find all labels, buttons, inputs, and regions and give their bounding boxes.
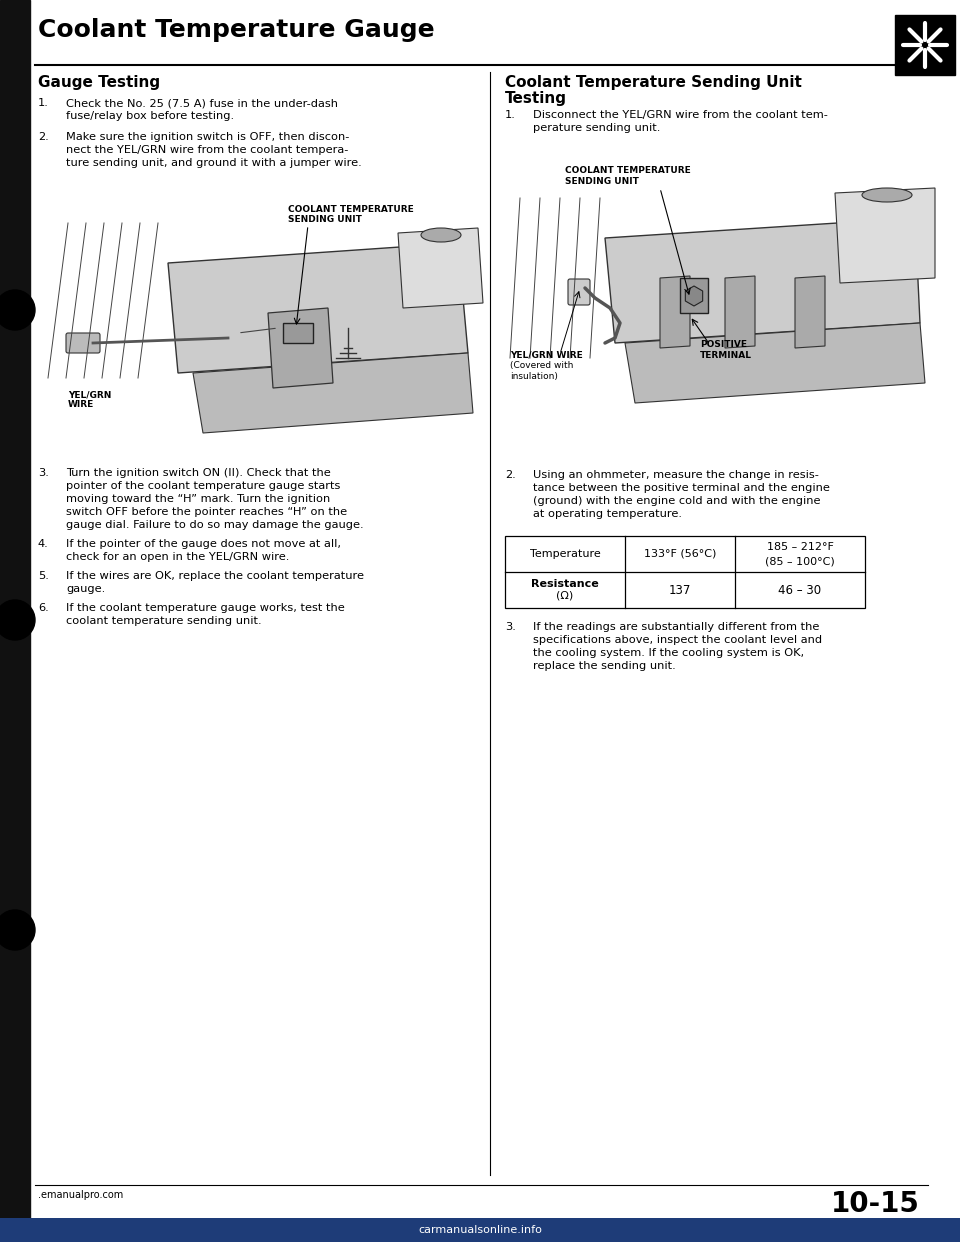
Text: 5.: 5. (38, 571, 49, 581)
Text: SENDING UNIT: SENDING UNIT (565, 178, 638, 186)
Text: 1.: 1. (38, 98, 49, 108)
Text: If the pointer of the gauge does not move at all,: If the pointer of the gauge does not mov… (66, 539, 341, 549)
Text: moving toward the “H” mark. Turn the ignition: moving toward the “H” mark. Turn the ign… (66, 494, 330, 504)
Bar (283, 323, 313, 343)
Text: coolant temperature sending unit.: coolant temperature sending unit. (66, 616, 262, 626)
Bar (38, 183, 480, 458)
Polygon shape (795, 276, 825, 348)
Text: fuse/relay box before testing.: fuse/relay box before testing. (66, 111, 234, 120)
Text: nect the YEL/GRN wire from the coolant tempera-: nect the YEL/GRN wire from the coolant t… (66, 145, 348, 155)
Text: 137: 137 (669, 584, 691, 596)
Text: TERMINAL: TERMINAL (700, 351, 752, 360)
Text: Gauge Testing: Gauge Testing (38, 75, 160, 89)
Text: If the readings are substantially different from the: If the readings are substantially differ… (533, 622, 820, 632)
Bar (0, 1218, 960, 1242)
Text: replace the sending unit.: replace the sending unit. (533, 661, 676, 671)
Text: 3.: 3. (38, 468, 49, 478)
Text: Resistance: Resistance (531, 579, 599, 589)
Polygon shape (193, 353, 473, 433)
Bar (680, 278, 708, 313)
Text: POSITIVE: POSITIVE (700, 340, 747, 349)
Bar (0, 0, 30, 1242)
Text: WIRE: WIRE (68, 400, 94, 409)
Text: Coolant Temperature Gauge: Coolant Temperature Gauge (38, 17, 435, 42)
Text: YEL/GRN WIRE: YEL/GRN WIRE (510, 350, 583, 359)
Text: YEL/GRN: YEL/GRN (68, 390, 111, 399)
Text: 46 – 30: 46 – 30 (779, 584, 822, 596)
Text: 10-15: 10-15 (831, 1190, 920, 1218)
Polygon shape (725, 276, 755, 348)
Text: Coolant Temperature Sending Unit: Coolant Temperature Sending Unit (505, 75, 802, 89)
Polygon shape (835, 188, 935, 283)
Circle shape (0, 289, 35, 330)
Text: 6.: 6. (38, 604, 49, 614)
Text: insulation): insulation) (510, 373, 558, 381)
FancyBboxPatch shape (66, 333, 100, 353)
Text: If the wires are OK, replace the coolant temperature: If the wires are OK, replace the coolant… (66, 571, 364, 581)
Text: switch OFF before the pointer reaches “H” on the: switch OFF before the pointer reaches “H… (66, 507, 348, 517)
Circle shape (0, 910, 35, 950)
Ellipse shape (862, 188, 912, 202)
Text: COOLANT TEMPERATURE: COOLANT TEMPERATURE (288, 205, 414, 214)
Text: 4.: 4. (38, 539, 49, 549)
Polygon shape (268, 308, 333, 388)
Text: 3.: 3. (505, 622, 516, 632)
Text: COOLANT TEMPERATURE: COOLANT TEMPERATURE (565, 166, 691, 175)
Text: SENDING UNIT: SENDING UNIT (288, 215, 362, 224)
Text: tance between the positive terminal and the engine: tance between the positive terminal and … (533, 483, 829, 493)
Text: Check the No. 25 (7.5 A) fuse in the under-dash: Check the No. 25 (7.5 A) fuse in the und… (66, 98, 338, 108)
Text: pointer of the coolant temperature gauge starts: pointer of the coolant temperature gauge… (66, 481, 341, 491)
Text: (Covered with: (Covered with (510, 361, 573, 370)
Text: specifications above, inspect the coolant level and: specifications above, inspect the coolan… (533, 635, 822, 645)
Text: Temperature: Temperature (530, 549, 600, 559)
FancyBboxPatch shape (568, 279, 590, 306)
Text: If the coolant temperature gauge works, test the: If the coolant temperature gauge works, … (66, 604, 345, 614)
Text: perature sending unit.: perature sending unit. (533, 123, 660, 133)
Text: (ground) with the engine cold and with the engine: (ground) with the engine cold and with t… (533, 496, 821, 505)
Ellipse shape (421, 229, 461, 242)
Text: 185 – 212°F: 185 – 212°F (767, 542, 833, 551)
Bar (895, 15, 955, 75)
Text: Turn the ignition switch ON (II). Check that the: Turn the ignition switch ON (II). Check … (66, 468, 331, 478)
Text: ture sending unit, and ground it with a jumper wire.: ture sending unit, and ground it with a … (66, 158, 362, 168)
Text: (Ω): (Ω) (557, 591, 574, 601)
Text: at operating temperature.: at operating temperature. (533, 509, 682, 519)
Text: 1.: 1. (505, 111, 516, 120)
Text: Using an ohmmeter, measure the change in resis-: Using an ohmmeter, measure the change in… (533, 469, 819, 479)
Text: 133°F (56°C): 133°F (56°C) (644, 549, 716, 559)
Text: Testing: Testing (505, 91, 567, 106)
Polygon shape (398, 229, 483, 308)
Bar (505, 537, 865, 609)
Polygon shape (660, 276, 690, 348)
Text: 2.: 2. (38, 132, 49, 142)
Bar (505, 148, 935, 458)
Circle shape (0, 600, 35, 640)
Text: gauge dial. Failure to do so may damage the gauge.: gauge dial. Failure to do so may damage … (66, 520, 364, 530)
Text: carmanualsonline.info: carmanualsonline.info (418, 1225, 542, 1235)
Polygon shape (168, 243, 468, 373)
Text: the cooling system. If the cooling system is OK,: the cooling system. If the cooling syste… (533, 648, 804, 658)
Text: (85 – 100°C): (85 – 100°C) (765, 556, 835, 566)
Polygon shape (625, 323, 925, 402)
Text: Disconnect the YEL/GRN wire from the coolant tem-: Disconnect the YEL/GRN wire from the coo… (533, 111, 828, 120)
Text: 2.: 2. (505, 469, 516, 479)
Text: Make sure the ignition switch is OFF, then discon-: Make sure the ignition switch is OFF, th… (66, 132, 349, 142)
Polygon shape (605, 219, 920, 343)
Text: gauge.: gauge. (66, 584, 106, 594)
Text: .emanualpro.com: .emanualpro.com (38, 1190, 123, 1200)
Text: check for an open in the YEL/GRN wire.: check for an open in the YEL/GRN wire. (66, 551, 289, 561)
